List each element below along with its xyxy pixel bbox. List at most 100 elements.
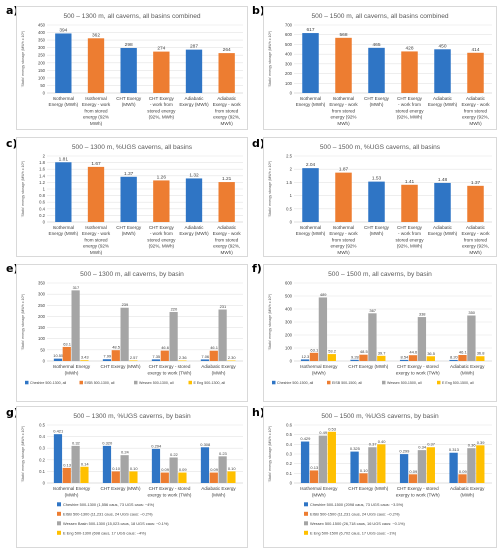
y-tick-label: 0.5 — [286, 432, 292, 437]
data-label: 0.40 — [378, 439, 387, 444]
bar — [335, 37, 352, 93]
data-label: 394 — [59, 27, 67, 33]
x-tick-label: Adiabatic Exergy — [201, 364, 236, 369]
y-axis-label: 'Static' energy storage (MWh x 10⁹) — [268, 161, 272, 217]
x-tick-label: CHT Exergy — [116, 225, 142, 230]
y-tick-label: 400 — [38, 30, 46, 35]
data-label: 1.37 — [471, 180, 481, 186]
x-tick-label: CHT Exergy - stored — [397, 486, 439, 491]
bar — [300, 441, 310, 483]
x-tick-label: Exergy - work — [213, 102, 242, 107]
bar — [227, 360, 236, 361]
y-tick-label: 0 — [43, 359, 46, 364]
y-tick-label: 250 — [38, 303, 46, 308]
y-axis-label: 'Static' energy storage (MWh x 10⁹) — [21, 31, 25, 87]
y-tick-label: 0 — [43, 481, 46, 486]
y-tick-label: 0.4 — [39, 434, 45, 439]
x-tick-label: MWh) — [337, 121, 350, 126]
x-tick-label: from stored — [464, 237, 488, 242]
y-tick-label: 0.2 — [39, 213, 45, 218]
y-tick-label: 0.4 — [39, 206, 45, 211]
data-label: 568 — [339, 32, 347, 38]
y-tick-label: 1.6 — [39, 167, 45, 172]
data-label: 1.67 — [91, 161, 101, 167]
bar — [467, 185, 484, 222]
bar — [335, 172, 352, 222]
data-label: 3.43 — [81, 355, 90, 360]
chart-b: 500 – 1500 m, all caverns, all basins co… — [263, 6, 497, 130]
y-tick-label: 300 — [285, 320, 293, 325]
y-tick-label: 0.2 — [39, 457, 45, 462]
bar — [327, 431, 336, 483]
bar — [377, 355, 386, 361]
chart-title: 500 – 1500 m, all caverns, all basins co… — [311, 13, 448, 20]
y-tick-label: 50 — [40, 347, 45, 352]
data-label: 1.48 — [438, 177, 448, 183]
data-label: 0.13 — [63, 462, 72, 467]
x-tick-label: Energy (MWh) — [49, 102, 79, 107]
y-tick-label: 0.3 — [286, 452, 292, 457]
legend-swatch — [304, 521, 308, 526]
bar — [200, 359, 210, 361]
bar — [111, 350, 120, 361]
x-tick-label: MWh) — [221, 250, 234, 255]
bar — [426, 447, 435, 483]
legend-label: Cheshire 500-1500, all — [277, 381, 313, 385]
x-tick-label: energy (92% — [83, 115, 109, 120]
y-tick-label: 300 — [38, 45, 46, 50]
y-tick-label: 0.4 — [286, 442, 292, 447]
data-label: 46.1 — [210, 345, 219, 350]
data-label: 0.09 — [161, 467, 170, 472]
x-tick-label: CHT Exergy — [149, 225, 175, 230]
bar — [218, 53, 235, 93]
x-tick-label: exergy (92%, — [213, 115, 240, 120]
x-tick-label: from stored — [464, 108, 488, 113]
data-label: 0.22 — [170, 452, 179, 457]
chart-title: 500 – 1500 m, %UGS caverns, by basin — [321, 413, 439, 420]
x-tick-label: (MWh) — [65, 370, 79, 375]
x-tick-label: exergy (92%, — [213, 244, 240, 249]
x-tick-label: energy (92% — [330, 244, 356, 249]
y-tick-label: 0 — [290, 481, 293, 486]
bar — [153, 180, 170, 222]
data-label: 44.6 — [409, 350, 418, 355]
x-tick-label: CHT Exergy — [149, 96, 175, 101]
x-tick-label: (92%, MWh) — [397, 244, 423, 249]
y-tick-label: 0.6 — [286, 423, 292, 428]
bar — [111, 471, 120, 483]
bar — [209, 350, 218, 361]
legend-label: Wessex 500-1500, all — [387, 381, 422, 385]
data-label: 53.2 — [328, 349, 337, 354]
x-tick-label: from stored — [332, 237, 356, 242]
legend-swatch — [57, 530, 61, 535]
x-tick-label: Energy - work — [82, 231, 111, 236]
panel-label-b: b) — [252, 4, 265, 17]
x-tick-label: Isothermal Energy — [53, 364, 91, 369]
data-label: 0.34 — [418, 445, 427, 450]
bar — [185, 178, 203, 222]
x-tick-label: Exergy (MWh) — [179, 102, 209, 107]
x-tick-label: (MWh) — [370, 231, 384, 236]
legend-swatch — [327, 380, 331, 385]
data-label: 0.320 — [102, 440, 113, 445]
data-label: 317 — [73, 285, 80, 290]
y-tick-label: 1.8 — [39, 160, 45, 165]
bar — [359, 354, 368, 361]
bar — [458, 474, 467, 483]
legend-swatch — [382, 380, 386, 385]
legend-swatch — [57, 521, 61, 526]
data-label: 36.8 — [477, 351, 486, 356]
data-label: 2.04 — [306, 162, 316, 168]
y-tick-label: 0 — [290, 220, 293, 225]
x-tick-label: Adiabatic — [217, 96, 237, 101]
bar — [434, 182, 451, 222]
legend-label: EISB 500-1300, all — [85, 381, 115, 385]
x-tick-label: Isothermal — [53, 96, 74, 101]
data-label: 46.6 — [161, 345, 170, 350]
data-label: 7.06 — [201, 354, 210, 359]
bar — [151, 448, 161, 483]
x-tick-label: CHT Exergy - stored — [149, 486, 191, 491]
bar — [467, 315, 476, 361]
data-label: 0.09 — [179, 467, 188, 472]
legend-swatch — [134, 380, 138, 385]
